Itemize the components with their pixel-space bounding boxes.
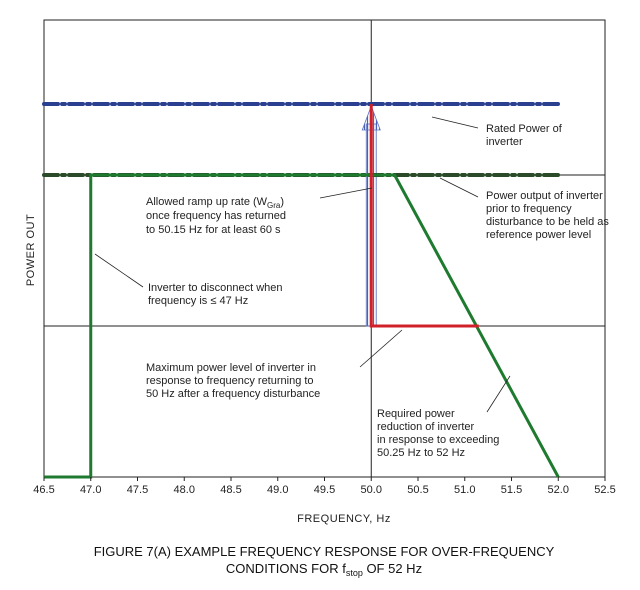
leader-maximum	[360, 330, 402, 367]
x-tick-label: 46.5	[33, 484, 54, 496]
leader-rated	[432, 117, 478, 128]
annotation-required: in response to exceeding	[377, 434, 499, 446]
x-tick-label: 52.0	[548, 484, 569, 496]
x-tick-label: 51.0	[454, 484, 475, 496]
annotation-reference: Power output of inverter	[486, 190, 603, 202]
red-response	[371, 104, 479, 326]
x-tick-label: 51.5	[501, 484, 522, 496]
leader-ramp	[320, 188, 372, 198]
annotation-reference: reference power level	[486, 229, 591, 241]
annotation-required: Required power	[377, 408, 455, 420]
annotation-reference: prior to frequency	[486, 203, 572, 215]
x-axis-title: FREQUENCY, Hz	[297, 513, 391, 525]
annotation-maximum: Maximum power level of inverter in	[146, 362, 316, 374]
annotation-maximum: 50 Hz after a frequency disturbance	[146, 388, 320, 400]
annotation-rated: Rated Power of	[486, 123, 563, 135]
x-tick-label: 49.0	[267, 484, 288, 496]
annotation-reference: disturbance to be held as	[486, 216, 609, 228]
annotation-disconnect: Inverter to disconnect when	[148, 282, 283, 294]
leader-reference	[440, 178, 478, 197]
annotation-ramp: to 50.15 Hz for at least 60 s	[146, 224, 281, 236]
x-tick-label: 49.5	[314, 484, 335, 496]
x-tick-label: 48.0	[174, 484, 195, 496]
annotation-required: reduction of inverter	[377, 421, 475, 433]
x-tick-label: 50.0	[361, 484, 382, 496]
figure-caption-line1: FIGURE 7(A) EXAMPLE FREQUENCY RESPONSE F…	[94, 544, 555, 559]
annotation-maximum: response to frequency returning to	[146, 375, 314, 387]
x-tick-label: 48.5	[220, 484, 241, 496]
figure-caption-line2: CONDITIONS FOR fstop OF 52 Hz	[226, 561, 422, 578]
annotation-ramp: Allowed ramp up rate (WGra)	[146, 196, 284, 210]
leader-required	[487, 376, 510, 412]
annotation-rated: inverter	[486, 136, 523, 148]
y-axis-title: POWER OUT	[25, 214, 37, 286]
x-tick-label: 47.5	[127, 484, 148, 496]
x-tick-label: 47.0	[80, 484, 101, 496]
leader-disconnect	[95, 254, 143, 287]
annotation-disconnect: frequency is ≤ 47 Hz	[148, 295, 248, 307]
annotation-required: 50.25 Hz to 52 Hz	[377, 447, 465, 459]
x-tick-label: 50.5	[407, 484, 428, 496]
annotation-ramp: once frequency has returned	[146, 210, 286, 222]
x-tick-label: 52.5	[594, 484, 615, 496]
